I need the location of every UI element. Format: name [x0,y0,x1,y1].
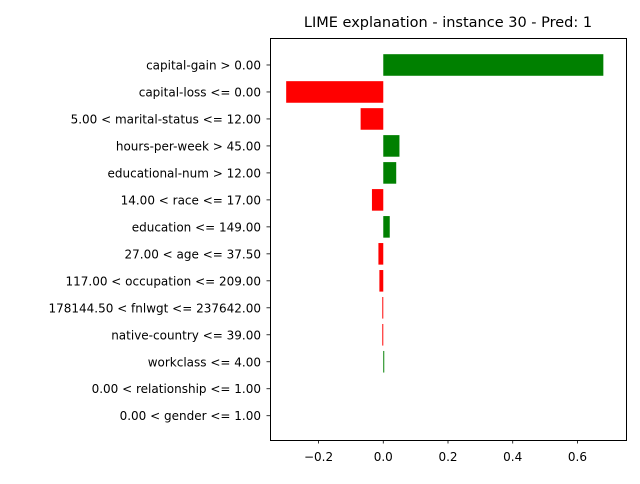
y-tick-label: hours-per-week > 45.00 [116,139,261,153]
bar-1 [286,81,384,103]
chart-title: LIME explanation - instance 30 - Pred: 1 [304,15,592,31]
bar-10 [382,323,384,346]
y-tick-label: education <= 149.00 [132,220,261,234]
x-tick-label: −0.2 [304,450,333,464]
y-tick-label: 0.00 < gender <= 1.00 [120,409,261,423]
x-tick-label: 0.2 [438,450,457,464]
y-tick-label: 117.00 < occupation <= 209.00 [66,274,262,288]
bar-2 [360,108,384,130]
bar-3 [383,135,400,157]
bar-11 [383,350,385,373]
bar-7 [378,243,384,265]
y-tick-label: capital-gain > 0.00 [146,58,261,72]
x-tick-label: 0.0 [374,450,393,464]
x-tick-label: 0.4 [503,450,522,464]
bars-group [286,54,604,373]
y-tick-label: 27.00 < age <= 37.50 [125,247,261,261]
y-tick-label: native-country <= 39.00 [111,328,261,342]
bar-4 [383,162,397,184]
y-tick-label: 0.00 < relationship <= 1.00 [92,382,261,396]
x-ticks: −0.2 0.0 0.2 0.4 0.6 [304,440,587,464]
bar-6 [383,216,390,238]
y-tick-label: 178144.50 < fnlwgt <= 237642.00 [48,301,261,315]
y-tick-labels: capital-gain > 0.00 capital-loss <= 0.00 5… [48,58,270,423]
plot-frame [270,38,627,441]
bar-9 [382,297,384,319]
bar-8 [379,270,384,292]
bar-5 [371,189,384,211]
y-tick-label: workclass <= 4.00 [148,355,261,369]
bar-0 [383,54,604,76]
y-tick-label: 14.00 < race <= 17.00 [121,193,261,207]
y-tick-label: 5.00 < marital-status <= 12.00 [71,112,261,126]
y-tick-label: educational-num > 12.00 [108,166,262,180]
x-tick-label: 0.6 [568,450,587,464]
y-tick-label: capital-loss <= 0.00 [139,85,261,99]
